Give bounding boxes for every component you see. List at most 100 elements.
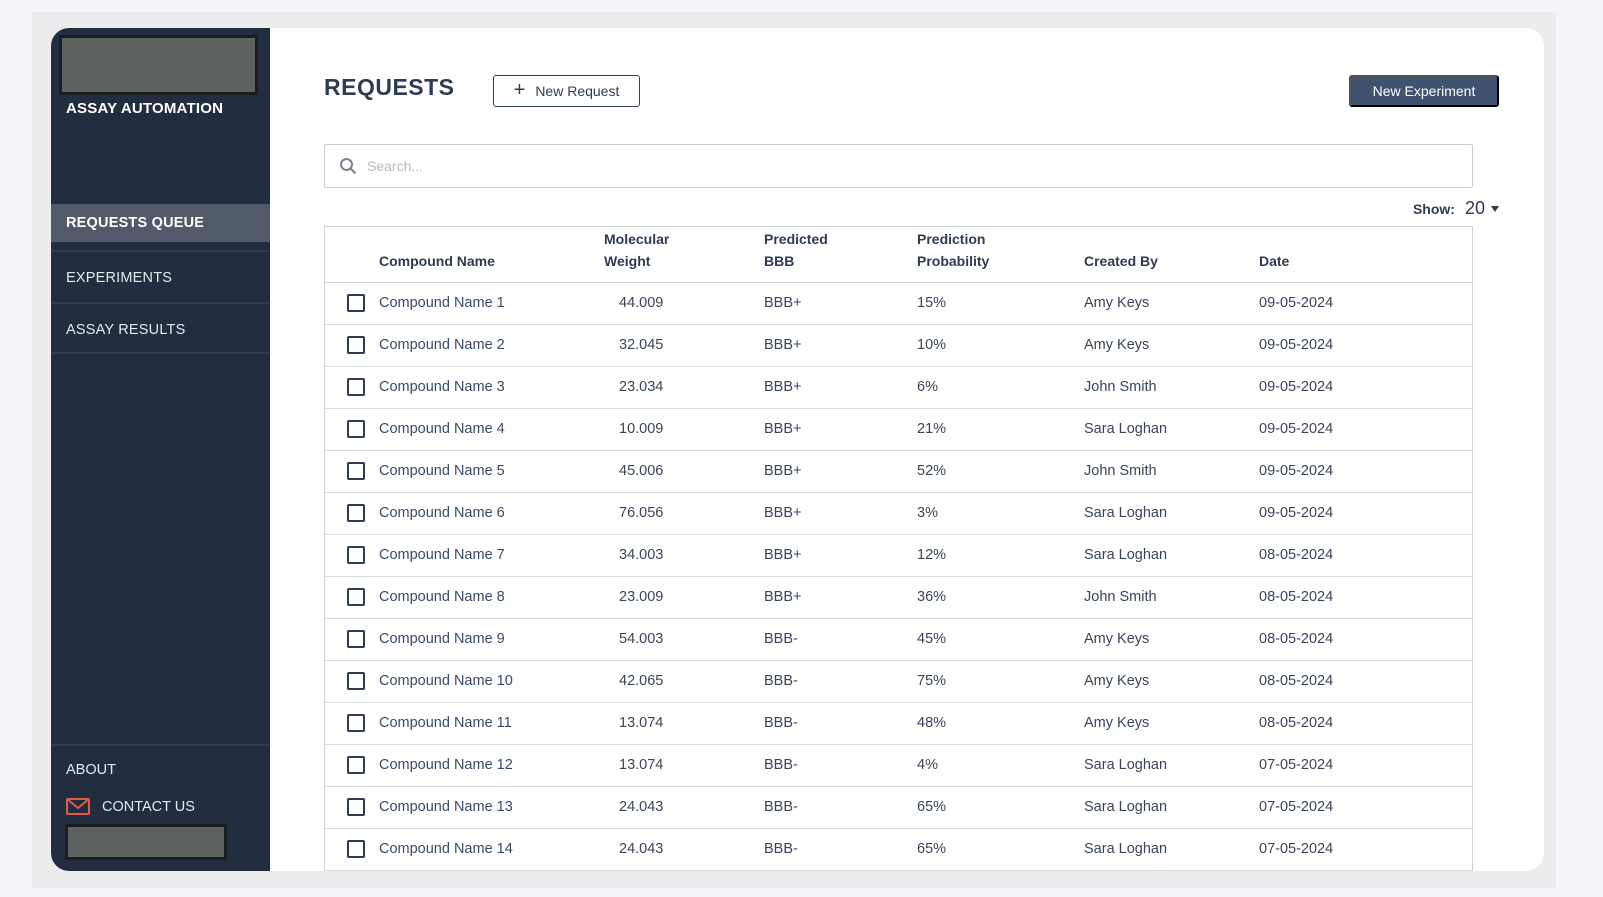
cell-predicted-bbb: BBB+ xyxy=(764,534,917,577)
about-link[interactable]: ABOUT xyxy=(66,762,116,778)
table-row[interactable]: Compound Name 4 10.009 BBB+ 21% Sara Loghan 0… xyxy=(325,408,1472,451)
column-header-line: Prediction xyxy=(917,230,986,247)
cell-created-by: Sara Loghan xyxy=(1084,492,1259,535)
sidebar-item-requests-queue[interactable]: REQUESTS QUEUE xyxy=(51,204,270,242)
table-row[interactable]: Compound Name 14 24.043 BBB- 65% Sara Loghan… xyxy=(325,828,1472,871)
row-select-cell xyxy=(325,450,379,493)
table-body: Compound Name 1 44.009 BBB+ 15% Amy Keys 09-0… xyxy=(325,282,1472,871)
column-header-created-by: Created By xyxy=(1084,227,1259,283)
cell-prediction-probability: 21% xyxy=(917,408,1084,451)
table-row[interactable]: Compound Name 1 44.009 BBB+ 15% Amy Keys 09-0… xyxy=(325,282,1472,325)
row-checkbox[interactable] xyxy=(347,588,365,606)
cell-created-by: John Smith xyxy=(1084,450,1259,493)
cell-date: 08-05-2024 xyxy=(1259,534,1472,577)
cell-compound-name[interactable]: Compound Name 9 xyxy=(379,618,604,661)
cell-compound-name[interactable]: Compound Name 2 xyxy=(379,324,604,367)
row-checkbox[interactable] xyxy=(347,798,365,816)
row-select-cell xyxy=(325,408,379,451)
cell-date: 09-05-2024 xyxy=(1259,282,1472,325)
column-header-select xyxy=(325,227,379,283)
cell-date: 08-05-2024 xyxy=(1259,576,1472,619)
search-bar xyxy=(324,144,1473,188)
cell-prediction-probability: 45% xyxy=(917,618,1084,661)
sidebar-item-assay-results[interactable]: ASSAY RESULTS xyxy=(51,302,270,354)
table-row[interactable]: Compound Name 3 23.034 BBB+ 6% John Smith 09-… xyxy=(325,366,1472,409)
row-checkbox[interactable] xyxy=(347,672,365,690)
cell-date: 07-05-2024 xyxy=(1259,744,1472,787)
cell-compound-name[interactable]: Compound Name 7 xyxy=(379,534,604,577)
search-input[interactable] xyxy=(367,158,1367,174)
row-select-cell xyxy=(325,282,379,325)
column-header-line: Molecular xyxy=(604,230,670,247)
row-checkbox[interactable] xyxy=(347,294,365,312)
contact-us-link[interactable]: CONTACT US xyxy=(66,798,195,815)
column-header-line: BBB xyxy=(764,252,795,269)
page-size-select[interactable]: 20 xyxy=(1465,198,1499,219)
row-select-cell xyxy=(325,786,379,829)
cell-compound-name[interactable]: Compound Name 14 xyxy=(379,828,604,871)
cell-compound-name[interactable]: Compound Name 6 xyxy=(379,492,604,535)
cell-compound-name[interactable]: Compound Name 1 xyxy=(379,282,604,325)
column-header-line: Predicted xyxy=(764,230,828,247)
row-checkbox[interactable] xyxy=(347,420,365,438)
plus-icon: + xyxy=(513,79,526,101)
row-checkbox[interactable] xyxy=(347,714,365,732)
table-row[interactable]: Compound Name 10 42.065 BBB- 75% Amy Keys 08-… xyxy=(325,660,1472,703)
column-header-line: Created By xyxy=(1084,252,1158,269)
cell-compound-name[interactable]: Compound Name 4 xyxy=(379,408,604,451)
footer-placeholder xyxy=(65,824,227,860)
cell-date: 07-05-2024 xyxy=(1259,828,1472,871)
cell-compound-name[interactable]: Compound Name 13 xyxy=(379,786,604,829)
row-checkbox[interactable] xyxy=(347,462,365,480)
row-checkbox[interactable] xyxy=(347,504,365,522)
cell-compound-name[interactable]: Compound Name 12 xyxy=(379,744,604,787)
search-icon xyxy=(340,158,357,175)
table-row[interactable]: Compound Name 11 13.074 BBB- 48% Amy Keys 08-… xyxy=(325,702,1472,745)
table-row[interactable]: Compound Name 13 24.043 BBB- 65% Sara Loghan… xyxy=(325,786,1472,829)
cell-predicted-bbb: BBB+ xyxy=(764,366,917,409)
table-row[interactable]: Compound Name 6 76.056 BBB+ 3% Sara Loghan 09… xyxy=(325,492,1472,535)
row-checkbox[interactable] xyxy=(347,336,365,354)
table-row[interactable]: Compound Name 12 13.074 BBB- 4% Sara Loghan 0… xyxy=(325,744,1472,787)
row-checkbox[interactable] xyxy=(347,630,365,648)
cell-molecular-weight: 76.056 xyxy=(604,492,764,535)
cell-date: 09-05-2024 xyxy=(1259,366,1472,409)
cell-predicted-bbb: BBB- xyxy=(764,744,917,787)
cell-molecular-weight: 45.006 xyxy=(604,450,764,493)
cell-prediction-probability: 6% xyxy=(917,366,1084,409)
table-row[interactable]: Compound Name 7 34.003 BBB+ 12% Sara Loghan 0… xyxy=(325,534,1472,577)
cell-compound-name[interactable]: Compound Name 11 xyxy=(379,702,604,745)
column-header-compound-name: Compound Name xyxy=(379,227,604,283)
row-checkbox[interactable] xyxy=(347,546,365,564)
new-request-label: New Request xyxy=(535,83,620,99)
cell-compound-name[interactable]: Compound Name 5 xyxy=(379,450,604,493)
cell-created-by: Sara Loghan xyxy=(1084,534,1259,577)
table-row[interactable]: Compound Name 9 54.003 BBB- 45% Amy Keys 08-0… xyxy=(325,618,1472,661)
new-experiment-button[interactable]: New Experiment xyxy=(1349,75,1499,107)
row-select-cell xyxy=(325,492,379,535)
row-select-cell xyxy=(325,534,379,577)
sidebar-item-experiments[interactable]: EXPERIMENTS xyxy=(51,250,270,302)
cell-compound-name[interactable]: Compound Name 8 xyxy=(379,576,604,619)
table-row[interactable]: Compound Name 2 32.045 BBB+ 10% Amy Keys 09-0… xyxy=(325,324,1472,367)
table-row[interactable]: Compound Name 5 45.006 BBB+ 52% John Smith 09… xyxy=(325,450,1472,493)
row-checkbox[interactable] xyxy=(347,756,365,774)
app-window: ASSAY AUTOMATION REQUESTS QUEUE EXPERIME… xyxy=(51,28,1544,871)
column-header-line: Date xyxy=(1259,252,1290,269)
cell-molecular-weight: 24.043 xyxy=(604,828,764,871)
cell-created-by: John Smith xyxy=(1084,366,1259,409)
row-checkbox[interactable] xyxy=(347,378,365,396)
brand-name: ASSAY AUTOMATION xyxy=(66,100,224,117)
cell-compound-name[interactable]: Compound Name 3 xyxy=(379,366,604,409)
new-request-button[interactable]: + New Request xyxy=(493,75,640,107)
cell-molecular-weight: 42.065 xyxy=(604,660,764,703)
page-size-control: Show: 20 xyxy=(1413,198,1499,219)
table-row[interactable]: Compound Name 8 23.009 BBB+ 36% John Smith 08… xyxy=(325,576,1472,619)
column-header-prediction-probability: Prediction Probability xyxy=(917,227,1084,283)
cell-predicted-bbb: BBB+ xyxy=(764,492,917,535)
cell-predicted-bbb: BBB- xyxy=(764,618,917,661)
cell-compound-name[interactable]: Compound Name 10 xyxy=(379,660,604,703)
cell-molecular-weight: 24.043 xyxy=(604,786,764,829)
cell-molecular-weight: 13.074 xyxy=(604,744,764,787)
row-checkbox[interactable] xyxy=(347,840,365,858)
